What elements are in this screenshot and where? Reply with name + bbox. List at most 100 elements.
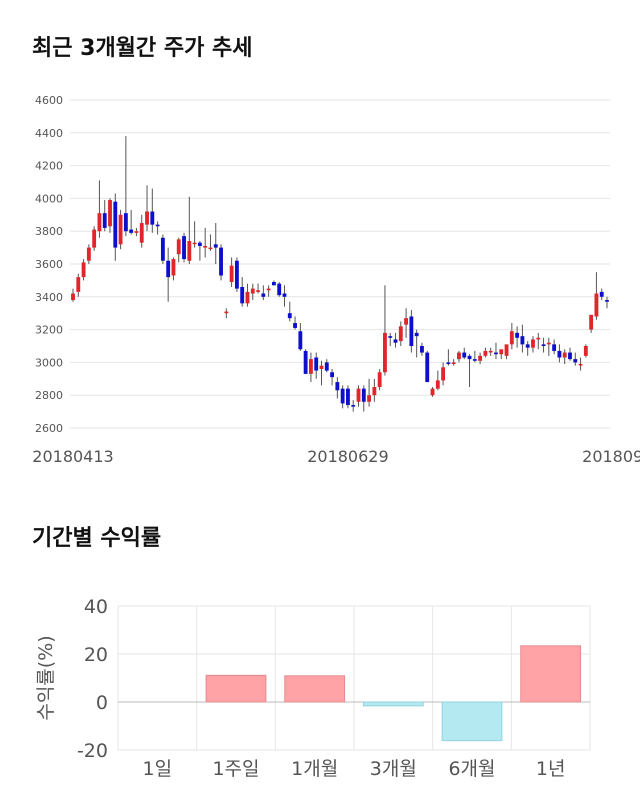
candle-body [224,311,229,314]
candle-body [129,229,134,233]
candle-body [425,352,430,383]
candle-body [150,211,155,225]
candle-body [160,237,165,261]
candle-body [102,213,107,228]
candle-body [546,342,551,345]
candle-body [430,388,435,396]
candle-body [467,355,472,360]
y-tick-label: 4400 [35,127,63,140]
candle-body [123,213,128,232]
candle-body [314,357,319,371]
y-axis-label: 수익률(%) [35,635,57,720]
candle-body [81,262,86,278]
category-label: 1일 [143,758,173,780]
y-tick-label: 3600 [35,258,63,271]
x-tick-label: 20180629 [307,447,388,466]
candle-body [552,344,557,351]
candle-body [372,387,377,396]
y-tick-label: 0 [96,692,108,714]
candle-body [420,346,424,353]
candle-body [525,344,530,348]
candle-body [282,293,287,297]
candle-body [171,259,176,276]
candle-body [324,362,329,371]
candle-body [134,231,139,233]
candle-body [182,236,186,260]
candle-body [594,293,599,317]
candle-body [266,288,271,291]
period-returns-title: 기간별 수익률 [32,526,162,551]
return-bar [205,674,267,703]
y-tick-label: 20 [84,644,108,666]
candle-body [589,314,594,330]
candle-body [435,380,440,389]
candle-body [483,350,488,356]
candle-body [457,352,461,360]
candle-body [398,326,403,342]
candle-body [383,332,387,373]
candle-body [118,214,123,245]
candle-body [192,242,197,245]
candle-body [446,362,451,365]
candle-body [515,332,520,338]
y-tick-label: -20 [77,740,108,762]
candle-body [335,382,340,391]
candle-body [404,318,409,325]
candle-body [520,336,525,345]
y-tick-label: 4000 [35,192,63,205]
candle-body [478,355,483,361]
candle-body [578,364,583,366]
candle-body [256,290,260,292]
y-tick-label: 3800 [35,225,63,238]
y-tick-label: 2800 [35,389,63,402]
return-bar [284,675,346,703]
candle-body [541,344,546,346]
candle-body [197,242,202,246]
candle-body [271,282,276,286]
candle-body [509,331,514,345]
candle-body [583,346,588,356]
candle-body [441,367,446,381]
candle-body [499,349,504,355]
candle-body [298,331,303,350]
candle-body [488,350,493,353]
category-label: 1년 [536,758,566,780]
candle-body [113,201,118,248]
candle-body [287,313,292,319]
candle-body [557,350,562,358]
candle-body [356,388,361,402]
candle-body [605,300,609,302]
candle-body [377,372,382,387]
candlestick-chart: 2600 2800 3000 3200 3400 3600 3800 4000 4200 4400… [32,94,640,466]
candle-body [494,352,498,355]
candle-body [409,316,414,346]
candle-body [166,260,171,278]
candle-body [261,293,266,297]
return-bar [520,645,582,703]
y-tick-label: 3400 [35,291,63,304]
candle-body [340,388,345,404]
candle-body [319,365,324,369]
y-tick-label: 3000 [35,356,63,369]
candle-body [234,260,239,289]
category-label: 1주일 [212,758,259,780]
candle-body [145,211,149,225]
candle-body [219,247,223,276]
y-tick-label: 2600 [35,422,63,435]
candle-body [187,241,192,261]
candle-body [208,247,213,250]
candle-body [229,265,234,283]
candle-body [361,388,366,402]
y-tick-label: 40 [84,596,108,618]
candle-body [504,344,509,356]
x-tick-label: 20180907 [582,447,640,466]
candle-body [562,352,567,358]
candle-body [472,359,477,361]
candle-body [393,339,398,343]
candle-body [92,229,97,248]
candle-body [388,336,393,338]
candle-body [531,339,535,348]
return-bar [441,701,503,742]
candle-body [330,372,334,378]
candle-body [462,352,467,358]
